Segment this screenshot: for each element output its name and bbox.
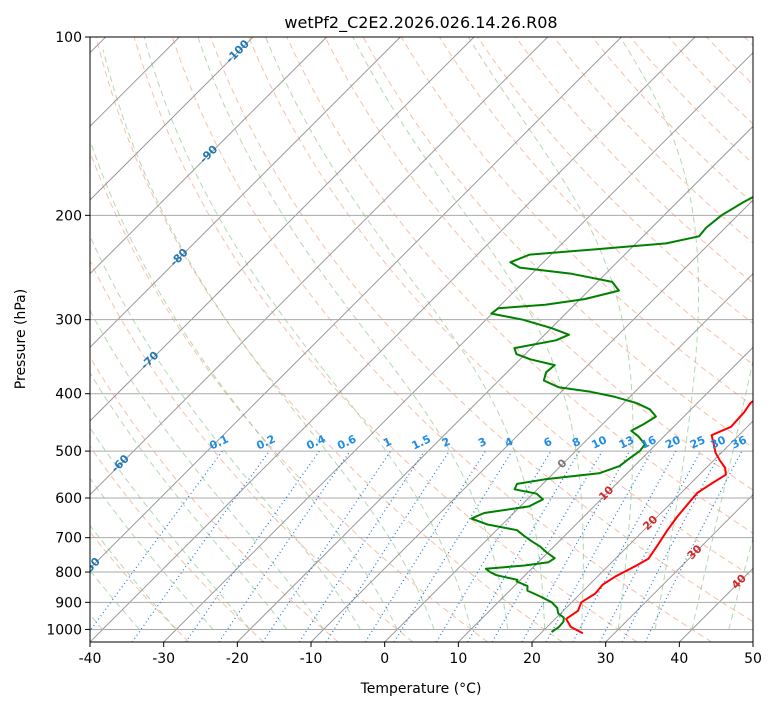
isotherm-line (531, 420, 753, 642)
dry-adiabat-line (248, 37, 753, 578)
chart-title: wetPf2_C2E2.2026.026.14.26.R08 (284, 13, 557, 33)
mixing-ratio-line (572, 450, 677, 642)
y-tick-label: 700 (55, 531, 82, 547)
x-axis: -40 -30 -20 -10 0 10 20 30 40 50 (79, 642, 762, 667)
mixing-ratio-line (521, 450, 631, 642)
mixing-ratio-line (298, 450, 425, 642)
moist-adiabat-line (143, 37, 472, 630)
y-tick-label: 400 (55, 387, 82, 403)
x-tick-label: 20 (523, 651, 541, 667)
isotherm-line (605, 494, 753, 642)
mixing-ratio-label: 13 (617, 433, 636, 451)
plot-frame (89, 36, 754, 643)
moist-adiabat-line (728, 536, 753, 630)
moist-adiabat-line (197, 37, 509, 630)
y-tick-label: 600 (55, 491, 82, 507)
isotherm-line (90, 37, 475, 422)
moist-adiabat-line (691, 358, 753, 630)
y-tick-label: 500 (55, 444, 82, 460)
dry-adiabat-line (171, 37, 713, 642)
mixing-ratio-line (545, 450, 653, 642)
x-tick-label: 0 (380, 651, 389, 667)
mixing-ratio-label: 10 (589, 433, 609, 451)
y-tick-label: 200 (55, 208, 82, 224)
mixing-ratio-line (218, 450, 351, 642)
x-tick-label: 10 (449, 651, 467, 667)
moist-adiabat-line (90, 427, 251, 630)
temperature-profile-line (565, 399, 753, 635)
mixing-ratio-line (262, 450, 392, 642)
isotherm-line (163, 51, 753, 642)
moist-adiabat-line (467, 37, 634, 630)
dry-adiabat-line (133, 37, 638, 642)
y-tick-label: 900 (55, 595, 82, 611)
isotherm-line (90, 37, 696, 642)
isotherm-line (90, 37, 328, 275)
mixing-ratio-label: 16 (639, 433, 659, 451)
dewpoint-profile-line (470, 195, 753, 633)
x-tick-label: -30 (152, 651, 175, 667)
y-axis-label: Pressure (hPa) (13, 289, 29, 389)
dry-adiabat-line (95, 37, 563, 642)
y-axis: 100 200 300 400 500 600 700 800 900 1000 (46, 30, 90, 638)
x-tick-label: -40 (79, 651, 102, 667)
moist-adiabat-line (90, 138, 398, 630)
isotherm-line (384, 272, 753, 642)
moist-adiabat-line (102, 49, 435, 630)
isotherm-line (90, 37, 254, 201)
x-axis-label: Temperature (°C) (360, 681, 482, 697)
isotherm-line (237, 125, 753, 642)
x-tick-label: -10 (300, 651, 323, 667)
x-tick-label: 50 (744, 651, 762, 667)
mixing-ratio-line (185, 450, 320, 642)
y-tick-label: 800 (55, 565, 82, 581)
dry-adiabat-line (90, 445, 264, 642)
x-tick-label: -20 (226, 651, 249, 667)
dry-adiabat-line (477, 37, 753, 325)
mixing-ratio-line (364, 450, 487, 642)
mixing-ratio-label: 36 (729, 433, 749, 451)
mixing-ratio-line (131, 450, 270, 642)
isotherm-line (310, 199, 753, 642)
moist-adiabat-line (90, 477, 214, 630)
mixing-ratio-line (325, 450, 450, 642)
dry-adiabat-line (324, 37, 753, 491)
mixing-ratio-line (90, 450, 223, 632)
y-tick-label: 100 (55, 30, 82, 46)
mixing-ratio-label: 20 (663, 433, 683, 451)
y-tick-label: 300 (55, 313, 82, 329)
isotherm-line (458, 346, 753, 642)
moist-adiabat-line (90, 309, 325, 630)
x-tick-label: 40 (670, 651, 688, 667)
mixing-ratio-label: 30 (709, 433, 729, 451)
isotherm-line (90, 37, 622, 570)
dry-adiabat-line (210, 37, 753, 623)
isotherm-line (90, 37, 401, 349)
dry-adiabat-line (515, 37, 753, 284)
dry-adiabat-line (286, 37, 753, 534)
isotherm-line (90, 37, 549, 496)
moist-adiabat-line (619, 37, 700, 630)
dry-adiabat-line (90, 356, 339, 642)
mixing-ratio-label: 25 (688, 433, 707, 451)
dry-adiabat-line (90, 259, 414, 642)
moist-adiabat-line (265, 37, 546, 630)
y-tick-label: 1000 (46, 622, 82, 638)
x-tick-label: 30 (597, 651, 615, 667)
